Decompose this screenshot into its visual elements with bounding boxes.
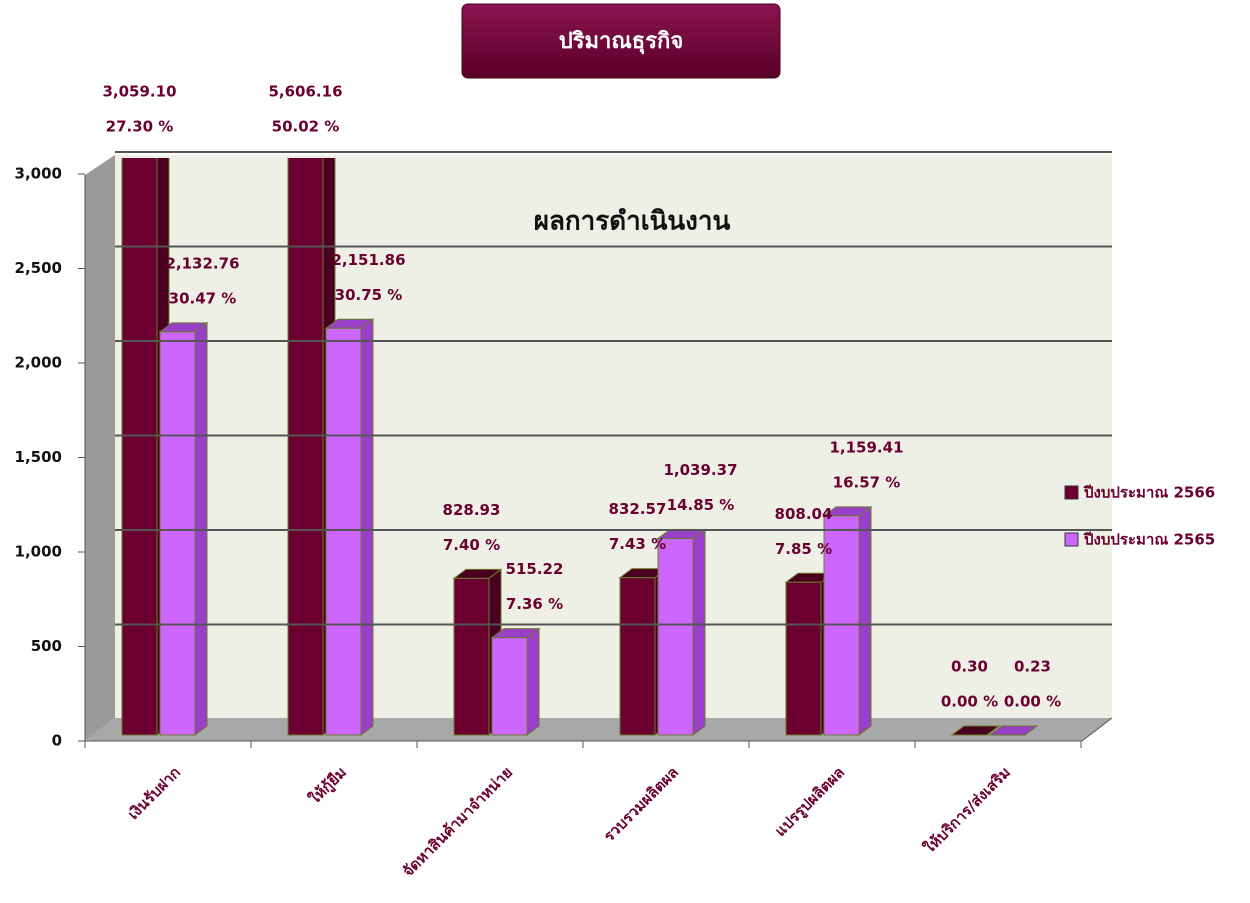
bar (620, 578, 655, 735)
value-label: 5,606.16 (268, 83, 342, 101)
bar (122, 157, 157, 735)
percent-label: 14.85 % (667, 496, 735, 514)
bar (454, 578, 489, 735)
bar-side (361, 319, 373, 735)
bar-side (859, 507, 871, 735)
percent-label: 30.47 % (169, 289, 237, 307)
percent-label: 7.36 % (506, 595, 563, 613)
chart-title: ผลการดำเนินงาน (534, 207, 731, 237)
percent-label: 0.00 % (941, 692, 998, 710)
bar (658, 539, 693, 735)
bar (326, 328, 361, 735)
x-tick-label: เงินรับฝาก (124, 763, 184, 823)
legend-swatch (1065, 533, 1078, 546)
x-tick-label: ให้กู้ยืม (305, 763, 350, 808)
percent-label: 7.43 % (609, 535, 666, 553)
y-tick-label: 1,000 (15, 543, 62, 561)
bar-side (527, 629, 539, 735)
x-tick-label: รวบรวมผลิตผล (600, 763, 682, 845)
value-label: 2,151.86 (331, 251, 405, 269)
percent-label: 0.00 % (1004, 692, 1061, 710)
x-tick-label: จัดหาสินค้ามาจำหน่าย (399, 763, 516, 880)
bar-side (195, 323, 207, 735)
value-label: 0.30 (951, 657, 988, 675)
bar-side (693, 530, 705, 735)
y-tick-label: 0 (52, 732, 62, 750)
value-label: 1,159.41 (829, 438, 903, 456)
y-tick-label: 2,500 (15, 259, 62, 277)
value-label: 3,059.10 (102, 83, 176, 101)
value-label: 2,132.76 (165, 254, 239, 272)
legend-swatch (1065, 486, 1078, 499)
percent-label: 50.02 % (272, 118, 340, 136)
percent-label: 7.85 % (775, 540, 832, 558)
floor (85, 718, 1112, 741)
header: ปริมาณธุรกิจ (559, 29, 684, 55)
value-label: 515.22 (506, 560, 564, 578)
value-label: 1,039.37 (663, 461, 737, 479)
value-label: 0.23 (1014, 657, 1051, 675)
value-label: 832.57 (609, 500, 667, 518)
value-label: 828.93 (443, 501, 501, 519)
y-tick-label: 3,000 (15, 165, 62, 183)
bar (786, 582, 821, 735)
legend-label: ปีงบประมาณ 2565 (1083, 531, 1215, 549)
x-tick-label: ให้บริการ/ส่งเสริม (920, 763, 1014, 857)
y-tick-label: 2,000 (15, 354, 62, 372)
x-tick-label: แปรรูปผลิตผล (771, 763, 848, 840)
percent-label: 30.75 % (335, 286, 403, 304)
side-wall (85, 155, 115, 741)
y-tick-label: 1,500 (15, 448, 62, 466)
legend-label: ปีงบประมาณ 2566 (1083, 484, 1215, 502)
y-tick-label: 500 (31, 637, 62, 655)
bar (160, 332, 195, 735)
percent-label: 7.40 % (443, 536, 500, 554)
percent-label: 16.57 % (833, 473, 901, 491)
percent-label: 27.30 % (106, 118, 174, 136)
value-label: 808.04 (775, 505, 833, 523)
bar (492, 638, 527, 735)
